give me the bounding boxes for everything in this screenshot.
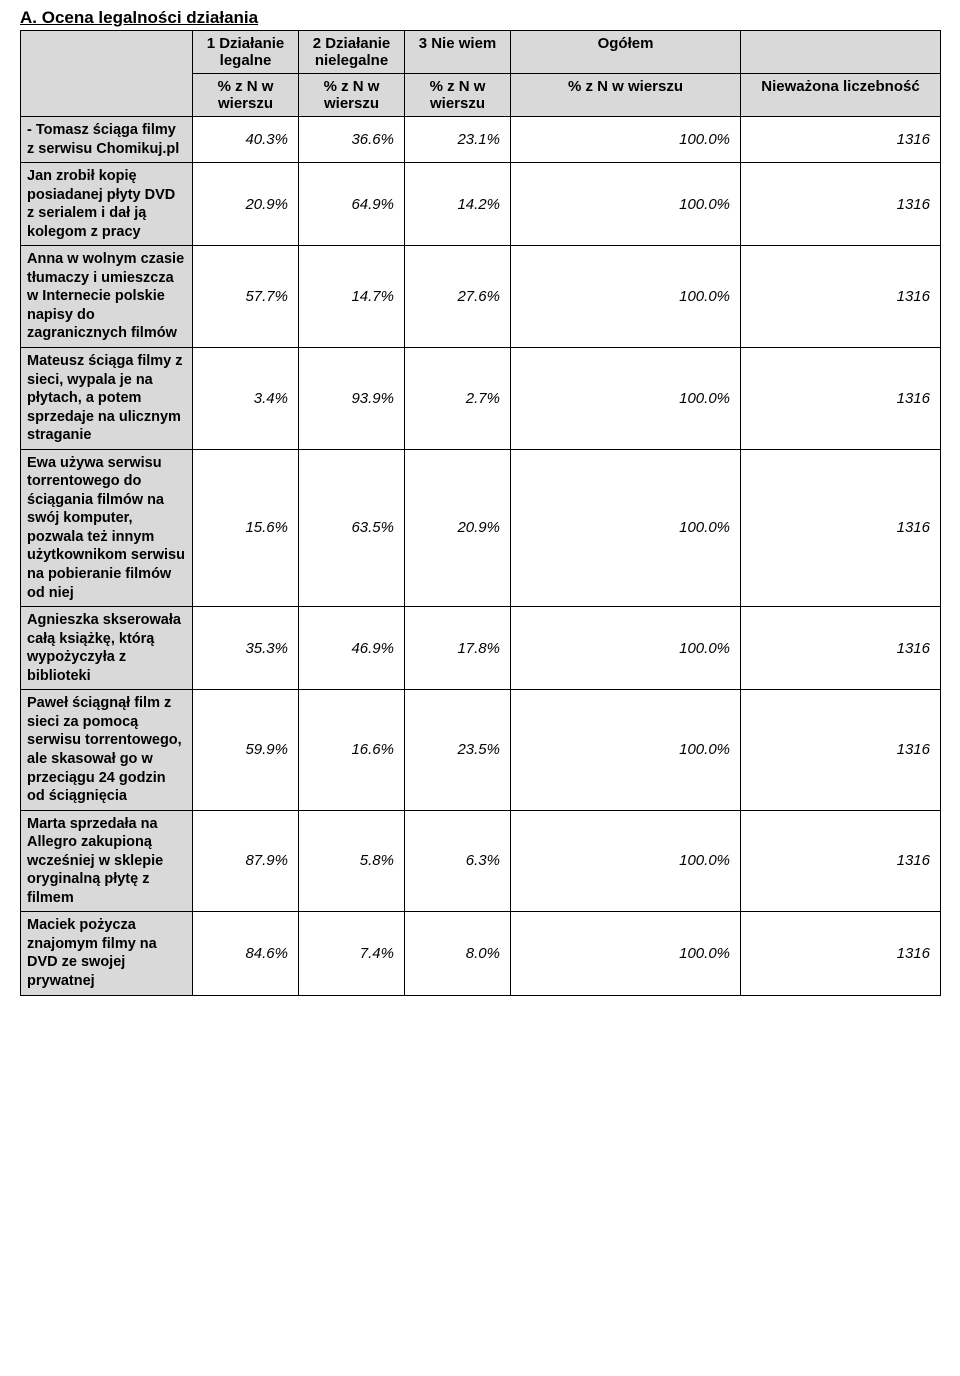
cell-value: 93.9%: [299, 348, 405, 450]
cell-value: 100.0%: [511, 690, 741, 810]
cell-value: 100.0%: [511, 117, 741, 163]
cell-value: 7.4%: [299, 912, 405, 995]
cell-value: 36.6%: [299, 117, 405, 163]
cell-value: 16.6%: [299, 690, 405, 810]
cell-value: 17.8%: [405, 607, 511, 690]
row-label: Marta sprzedała na Allegro zakupioną wcz…: [21, 810, 193, 912]
cell-value: 1316: [741, 348, 941, 450]
cell-value: 15.6%: [193, 449, 299, 606]
cell-value: 1316: [741, 163, 941, 246]
col-header-blank: [741, 31, 941, 74]
cell-value: 64.9%: [299, 163, 405, 246]
cell-value: 2.7%: [405, 348, 511, 450]
row-label: Agnieszka skserowała całą książkę, którą…: [21, 607, 193, 690]
cell-value: 100.0%: [511, 246, 741, 348]
cell-value: 5.8%: [299, 810, 405, 912]
cell-value: 23.5%: [405, 690, 511, 810]
table-row: Anna w wolnym czasie tłumaczy i umieszcz…: [21, 246, 941, 348]
cell-value: 46.9%: [299, 607, 405, 690]
row-label: Anna w wolnym czasie tłumaczy i umieszcz…: [21, 246, 193, 348]
cell-value: 57.7%: [193, 246, 299, 348]
cell-value: 1316: [741, 246, 941, 348]
cell-value: 87.9%: [193, 810, 299, 912]
table-row: Agnieszka skserowała całą książkę, którą…: [21, 607, 941, 690]
cell-value: 14.7%: [299, 246, 405, 348]
col-header-2: 2 Działanie nielegalne: [299, 31, 405, 74]
cell-value: 8.0%: [405, 912, 511, 995]
sub-header-total: % z N w wierszu: [511, 74, 741, 117]
table-row: Maciek pożycza znajomym filmy na DVD ze …: [21, 912, 941, 995]
cell-value: 40.3%: [193, 117, 299, 163]
table-row: Paweł ściągnął film z sieci za pomocą se…: [21, 690, 941, 810]
col-header-3: 3 Nie wiem: [405, 31, 511, 74]
cell-value: 100.0%: [511, 449, 741, 606]
cell-value: 27.6%: [405, 246, 511, 348]
cell-value: 1316: [741, 607, 941, 690]
sub-header-count: Nieważona liczebność: [741, 74, 941, 117]
cell-value: 3.4%: [193, 348, 299, 450]
sub-header-3: % z N w wierszu: [405, 74, 511, 117]
cell-value: 100.0%: [511, 348, 741, 450]
sub-header-2: % z N w wierszu: [299, 74, 405, 117]
sub-header-1: % z N w wierszu: [193, 74, 299, 117]
cell-value: 100.0%: [511, 163, 741, 246]
cell-value: 6.3%: [405, 810, 511, 912]
cell-value: 1316: [741, 690, 941, 810]
row-label: Maciek pożycza znajomym filmy na DVD ze …: [21, 912, 193, 995]
page-title: A. Ocena legalności działania: [20, 8, 940, 28]
row-label: Paweł ściągnął film z sieci za pomocą se…: [21, 690, 193, 810]
cell-value: 84.6%: [193, 912, 299, 995]
cell-value: 1316: [741, 117, 941, 163]
header-blank: [21, 31, 193, 117]
col-header-1: 1 Działanie legalne: [193, 31, 299, 74]
cell-value: 100.0%: [511, 810, 741, 912]
cell-value: 20.9%: [193, 163, 299, 246]
table-row: Marta sprzedała na Allegro zakupioną wcz…: [21, 810, 941, 912]
cell-value: 14.2%: [405, 163, 511, 246]
cell-value: 23.1%: [405, 117, 511, 163]
row-label: Ewa używa serwisu torrentowego do ściąga…: [21, 449, 193, 606]
table-row: - Tomasz ściąga filmy z serwisu Chomikuj…: [21, 117, 941, 163]
cell-value: 35.3%: [193, 607, 299, 690]
row-label: Jan zrobił kopię posiadanej płyty DVD z …: [21, 163, 193, 246]
cell-value: 100.0%: [511, 607, 741, 690]
cell-value: 20.9%: [405, 449, 511, 606]
table-row: Mateusz ściąga filmy z sieci, wypala je …: [21, 348, 941, 450]
cell-value: 59.9%: [193, 690, 299, 810]
col-header-total: Ogółem: [511, 31, 741, 74]
cell-value: 63.5%: [299, 449, 405, 606]
cell-value: 100.0%: [511, 912, 741, 995]
cell-value: 1316: [741, 810, 941, 912]
table-row: Jan zrobił kopię posiadanej płyty DVD z …: [21, 163, 941, 246]
cell-value: 1316: [741, 912, 941, 995]
row-label: Mateusz ściąga filmy z sieci, wypala je …: [21, 348, 193, 450]
row-label: - Tomasz ściąga filmy z serwisu Chomikuj…: [21, 117, 193, 163]
legality-table: 1 Działanie legalne 2 Działanie nielegal…: [20, 30, 941, 996]
table-row: Ewa używa serwisu torrentowego do ściąga…: [21, 449, 941, 606]
cell-value: 1316: [741, 449, 941, 606]
